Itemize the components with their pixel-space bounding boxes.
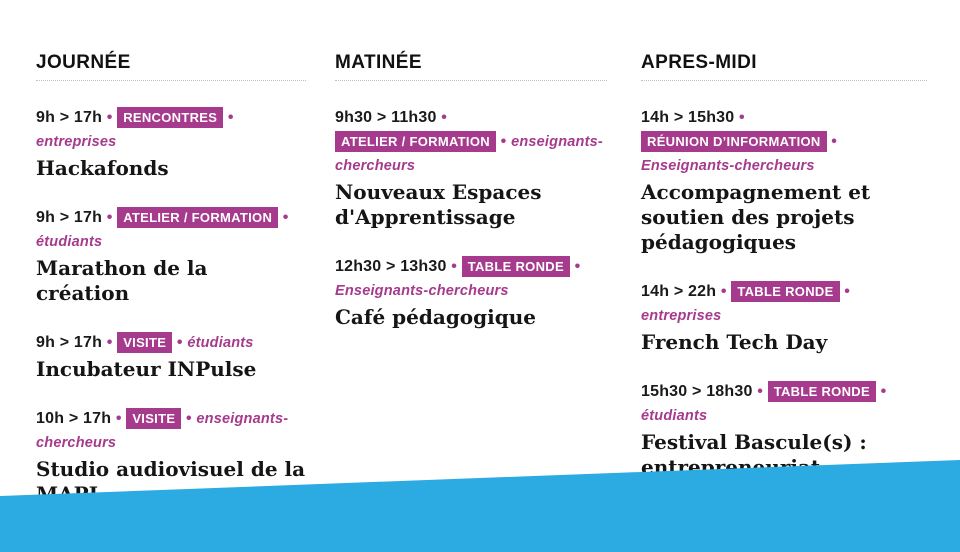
bullet-separator: • [500, 133, 507, 150]
event-time: 9h30 > 11h30 [335, 109, 437, 126]
event-time: 14h > 22h [641, 283, 717, 300]
event-time: 9h > 17h [36, 209, 103, 226]
event-audience: étudiants [187, 335, 254, 351]
column-header: JOURNÉE [36, 52, 306, 81]
bullet-separator: • [757, 383, 764, 400]
bullet-separator: • [574, 258, 581, 275]
bullet-separator: • [176, 334, 183, 351]
event-title: Nouveaux Espaces d'Apprentissage [335, 180, 542, 229]
event-time: 12h30 > 13h30 [335, 258, 447, 275]
event-meta: 9h > 17h • RENCONTRES • entreprises [36, 106, 306, 154]
event: 12h30 > 13h30 • TABLE RONDE • Enseignant… [335, 255, 607, 330]
event-audience: étudiants [641, 408, 708, 424]
event-meta: 9h30 > 11h30 • ATELIER / FORMATION • ens… [335, 106, 607, 178]
bullet-separator: • [185, 410, 192, 427]
event-audience: entreprises [36, 134, 117, 150]
event-title: Hackafonds [36, 156, 169, 180]
event: 14h > 22h • TABLE RONDE • entreprises Fr… [641, 280, 927, 355]
event-type-badge: ATELIER / FORMATION [117, 207, 279, 228]
event-type-badge: ATELIER / FORMATION [335, 131, 496, 152]
event: 9h > 17h • VISITE • étudiants Incubateur… [36, 331, 306, 382]
bullet-separator: • [880, 383, 887, 400]
bullet-separator: • [106, 109, 113, 126]
event-title: Incubateur INPulse [36, 357, 257, 381]
event-audience: entreprises [641, 308, 722, 324]
event-type-badge: VISITE [117, 332, 173, 353]
event: 14h > 15h30 • RÉUNION D’INFORMATION • En… [641, 106, 927, 255]
event-title: French Tech Day [641, 330, 828, 354]
column-journee: JOURNÉE 9h > 17h • RENCONTRES • entrepri… [36, 52, 306, 507]
event-time: 15h30 > 18h30 [641, 383, 753, 400]
event-meta: 15h30 > 18h30 • TABLE RONDE • étudiants [641, 380, 927, 428]
event-type-badge: TABLE RONDE [767, 381, 876, 402]
event-type-badge: TABLE RONDE [461, 256, 570, 277]
bullet-separator: • [739, 109, 745, 126]
event-type-badge: VISITE [126, 408, 182, 429]
bullet-separator: • [831, 133, 838, 150]
event-time: 9h > 17h [36, 334, 103, 351]
column-matinee: MATINÉE 9h30 > 11h30 • ATELIER / FORMATI… [335, 52, 607, 330]
event-audience: enseignants-chercheurs [335, 134, 603, 174]
event: 9h > 17h • ATELIER / FORMATION • étudian… [36, 206, 306, 306]
event-type-badge: TABLE RONDE [731, 281, 840, 302]
bullet-separator: • [106, 334, 113, 351]
event-meta: 10h > 17h • VISITE • enseignants-cherche… [36, 407, 306, 455]
column-header: MATINÉE [335, 52, 607, 81]
event-type-badge: RÉUNION D’INFORMATION [641, 131, 827, 152]
bullet-separator: • [720, 283, 727, 300]
event-meta: 9h > 17h • VISITE • étudiants [36, 331, 306, 355]
event-meta: 12h30 > 13h30 • TABLE RONDE • Enseignant… [335, 255, 607, 303]
bullet-separator: • [115, 410, 122, 427]
event-meta: 14h > 15h30 • RÉUNION D’INFORMATION • En… [641, 106, 927, 178]
event-meta: 14h > 22h • TABLE RONDE • entreprises [641, 280, 927, 328]
event-audience: étudiants [36, 234, 103, 250]
event-audience: Enseignants-chercheurs [641, 158, 815, 174]
bullet-separator: • [451, 258, 458, 275]
event: 9h30 > 11h30 • ATELIER / FORMATION • ens… [335, 106, 607, 230]
event-time: 10h > 17h [36, 410, 112, 427]
bullet-separator: • [844, 283, 851, 300]
event-audience: enseignants-chercheurs [36, 411, 289, 451]
event-time: 14h > 15h30 [641, 109, 735, 126]
event-title: Accompagnement et soutien des projets pé… [641, 180, 871, 254]
event: 9h > 17h • RENCONTRES • entreprises Hack… [36, 106, 306, 181]
column-apres-midi: APRES-MIDI 14h > 15h30 • RÉUNION D’INFOR… [641, 52, 927, 480]
event-audience: Enseignants-chercheurs [335, 283, 509, 299]
event-meta: 9h > 17h • ATELIER / FORMATION • étudian… [36, 206, 306, 254]
event-title: Marathon de la création [36, 256, 208, 305]
event-type-badge: RENCONTRES [117, 107, 224, 128]
event-title: Café pédagogique [335, 305, 536, 329]
bullet-separator: • [441, 109, 448, 126]
event-time: 9h > 17h [36, 109, 103, 126]
bullet-separator: • [227, 109, 234, 126]
column-header: APRES-MIDI [641, 52, 927, 81]
bullet-separator: • [282, 209, 289, 226]
bullet-separator: • [106, 209, 113, 226]
